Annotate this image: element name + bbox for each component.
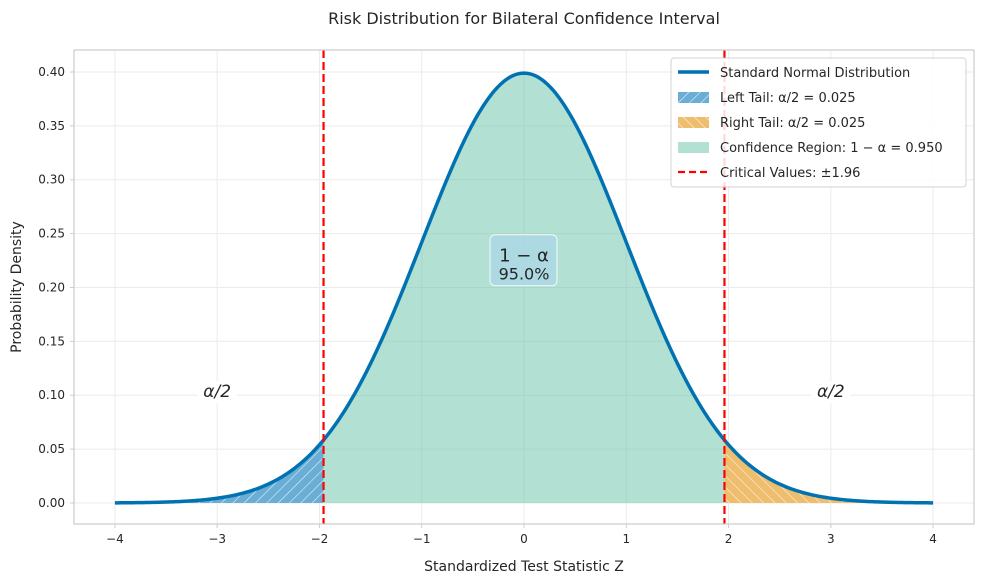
normal-curve-line — [114, 71, 934, 505]
legend-entry-label: Critical Values: ±1.96 — [720, 166, 860, 181]
legend-entry-label: Confidence Region: 1 − α = 0.950 — [720, 141, 943, 156]
y-tick-label: 0.35 — [38, 119, 65, 133]
chart-title: Risk Distribution for Bilateral Confiden… — [328, 9, 720, 28]
legend-swatch-patch — [678, 92, 709, 103]
y-tick-label: 0.10 — [38, 388, 65, 402]
confidence-annotation-box — [489, 234, 558, 287]
y-tick-label: 0.20 — [38, 280, 65, 294]
tail-annotation-bg — [197, 381, 238, 404]
x-tick-label: −3 — [208, 532, 226, 546]
legend-swatch-patch — [678, 142, 709, 153]
y-tick-label: 0.30 — [38, 173, 65, 187]
y-axis-label: Probability Density — [9, 221, 25, 353]
x-tick-label: −2 — [311, 532, 329, 546]
x-tick-label: 4 — [929, 532, 937, 546]
left-tail-fill — [114, 440, 324, 503]
x-tick-label: −4 — [106, 532, 124, 546]
tail-annotation-bg — [810, 381, 851, 404]
x-axis-label: Standardized Test Statistic Z — [424, 559, 624, 575]
legend-swatch-patch — [678, 117, 709, 128]
plot-frame — [73, 49, 975, 525]
tail-annotation-label: α/2 — [817, 382, 845, 402]
legend-box — [670, 57, 967, 188]
y-tick-label: 0.15 — [38, 334, 65, 348]
right-tail-fill — [724, 440, 934, 503]
y-tick-label: 0.05 — [38, 442, 65, 456]
legend-entry-label: Right Tail: α/2 = 0.025 — [720, 116, 865, 131]
x-tick-label: −1 — [413, 532, 431, 546]
x-tick-label: 3 — [827, 532, 835, 546]
y-tick-label: 0.40 — [38, 65, 65, 79]
tail-annotation-label: α/2 — [203, 382, 231, 402]
y-tick-label: 0.00 — [38, 496, 65, 510]
x-tick-label: 1 — [622, 532, 630, 546]
confidence-annotation-label: 1 − α — [499, 246, 549, 267]
x-tick-label: 0 — [520, 532, 528, 546]
confidence-annotation-percent: 95.0% — [499, 265, 550, 284]
legend-entry-label: Standard Normal Distribution — [720, 66, 910, 81]
x-tick-label: 2 — [725, 532, 733, 546]
legend-entry-label: Left Tail: α/2 = 0.025 — [720, 91, 856, 106]
y-tick-label: 0.25 — [38, 227, 65, 241]
confidence-region-fill — [323, 73, 725, 503]
